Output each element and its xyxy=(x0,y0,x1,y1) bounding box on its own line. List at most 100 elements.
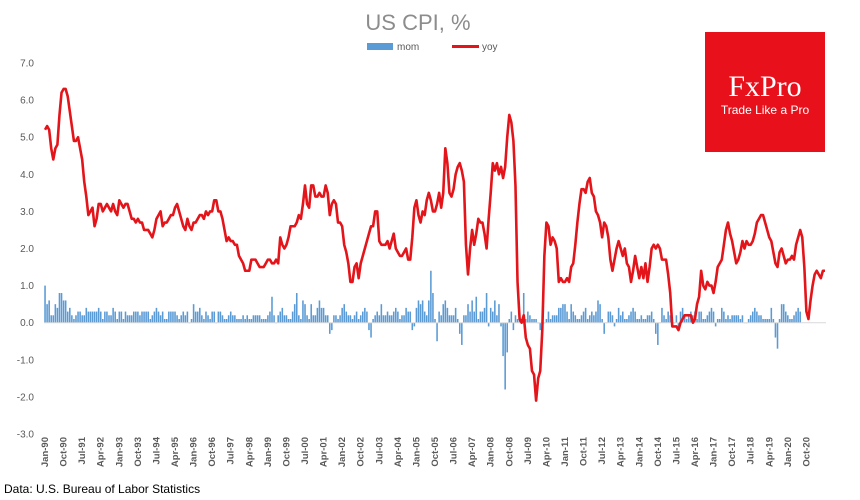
mom-bar xyxy=(320,307,323,323)
mom-bar xyxy=(223,318,226,323)
mom-bar xyxy=(399,318,401,323)
mom-bar xyxy=(599,304,601,323)
mom-bar xyxy=(279,311,282,323)
mom-bar xyxy=(302,300,304,323)
mom-bar xyxy=(265,318,267,323)
mom-bar xyxy=(535,318,537,323)
mom-bar xyxy=(760,315,762,323)
x-tick-label: Oct-02 xyxy=(356,437,367,467)
mom-bar xyxy=(366,311,368,323)
mom-bar xyxy=(417,300,420,323)
mom-bar xyxy=(368,322,370,331)
mom-bar xyxy=(219,311,222,323)
mom-bar xyxy=(322,307,325,323)
mom-bar xyxy=(207,315,209,323)
mom-bar xyxy=(252,315,255,323)
mom-bar xyxy=(407,311,409,323)
mom-bar xyxy=(318,300,321,323)
mom-bar xyxy=(345,311,348,323)
mom-bar xyxy=(502,322,504,357)
mom-bar xyxy=(685,318,688,323)
mom-bar xyxy=(260,318,263,323)
mom-bar xyxy=(619,315,622,323)
mom-bar xyxy=(479,311,482,323)
logo-tagline: Trade Like a Pro xyxy=(721,103,810,117)
mom-bar xyxy=(644,318,647,323)
mom-bar xyxy=(696,318,698,323)
mom-bar xyxy=(362,311,364,323)
mom-bar xyxy=(227,315,230,323)
mom-bar xyxy=(126,315,129,323)
mom-bar xyxy=(595,311,597,323)
mom-bar xyxy=(444,300,447,323)
mom-bar xyxy=(415,307,418,323)
mom-bar xyxy=(473,311,475,323)
mom-bar xyxy=(727,315,729,323)
mom-bar xyxy=(370,322,372,338)
mom-bar xyxy=(196,311,199,323)
mom-bar xyxy=(331,322,333,331)
mom-bar xyxy=(467,304,469,323)
mom-bar xyxy=(217,311,220,323)
mom-bar xyxy=(456,318,459,323)
mom-bar xyxy=(283,315,286,323)
mom-bar xyxy=(151,315,154,323)
mom-bar xyxy=(306,315,308,323)
mom-bar xyxy=(496,315,498,323)
mom-bars xyxy=(44,270,801,390)
x-tick-label: Oct-17 xyxy=(727,437,738,467)
mom-bar xyxy=(584,307,587,323)
y-tick-label: -2.0 xyxy=(17,392,35,403)
mom-bar xyxy=(405,307,407,323)
mom-bar xyxy=(240,318,242,323)
mom-bar xyxy=(688,315,690,323)
mom-bar xyxy=(46,304,48,323)
mom-bar xyxy=(677,322,680,327)
mom-bar xyxy=(714,322,717,327)
mom-bar xyxy=(446,307,449,323)
mom-bar xyxy=(463,315,465,323)
mom-bar xyxy=(624,318,626,323)
mom-bar xyxy=(657,322,659,345)
x-tick-label: Jul-91 xyxy=(77,436,88,464)
mom-bar xyxy=(390,315,393,323)
mom-bar xyxy=(654,322,657,334)
mom-bar xyxy=(560,307,562,323)
mom-bar xyxy=(104,311,106,323)
x-tick-label: Jan-96 xyxy=(189,437,200,467)
mom-bar xyxy=(735,315,738,323)
mom-bar xyxy=(153,311,156,323)
mom-bar xyxy=(789,318,791,323)
x-tick-label: Jul-18 xyxy=(746,437,757,464)
mom-bar xyxy=(591,311,593,323)
mom-bar xyxy=(236,318,238,323)
mom-bar xyxy=(401,315,403,323)
mom-bar xyxy=(112,307,114,323)
mom-bar xyxy=(737,315,740,323)
mom-bar xyxy=(295,293,298,323)
mom-bar xyxy=(209,318,211,323)
mom-bar xyxy=(213,311,216,323)
x-tick-label: Apr-19 xyxy=(764,437,775,467)
x-tick-label: Jul-03 xyxy=(374,437,385,464)
mom-bar xyxy=(372,318,374,323)
mom-bar xyxy=(698,311,700,323)
mom-bar xyxy=(192,304,195,323)
mom-bar xyxy=(310,304,312,323)
mom-bar xyxy=(262,318,265,323)
mom-bar xyxy=(300,318,302,323)
mom-bar xyxy=(271,296,273,323)
mom-bar xyxy=(256,315,259,323)
mom-bar xyxy=(784,311,787,323)
mom-bar xyxy=(741,315,744,323)
x-tick-label: Oct-20 xyxy=(801,437,812,467)
mom-bar xyxy=(430,270,432,323)
mom-bar xyxy=(721,307,723,323)
legend-label-mom: mom xyxy=(397,42,419,53)
x-tick-label: Jul-15 xyxy=(671,436,682,464)
x-tick-label: Oct-08 xyxy=(504,437,515,467)
mom-bar xyxy=(621,311,624,323)
mom-bar xyxy=(642,318,645,323)
mom-bar xyxy=(679,311,682,323)
mom-bar xyxy=(170,311,172,323)
